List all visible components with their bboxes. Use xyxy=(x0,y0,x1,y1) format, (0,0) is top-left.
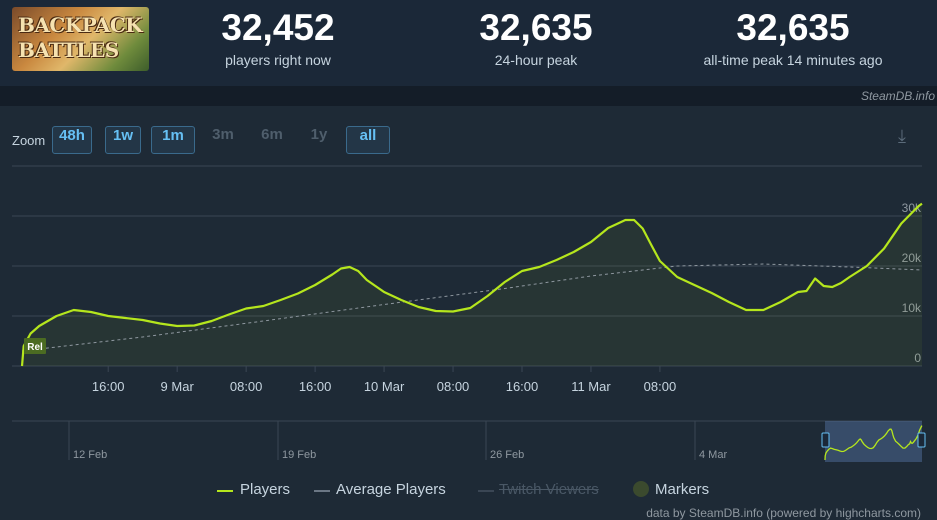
navigator-handle-left[interactable] xyxy=(821,432,830,448)
stat-label: 24-hour peak xyxy=(494,52,578,68)
zoom-button-48h[interactable]: 48h xyxy=(52,126,92,154)
x-tick-label: 11 Mar xyxy=(571,379,611,394)
stat-all-time-peak: 32,635 all-time peak 14 minutes ago xyxy=(673,7,913,69)
game-logo[interactable]: BACKPACK BATTLES xyxy=(12,7,149,71)
stat-label: players right now xyxy=(225,52,331,68)
legend-players[interactable]: Players xyxy=(240,481,291,498)
navigator: 12 Feb 19 Feb 26 Feb 4 Mar xyxy=(12,420,926,462)
release-marker xyxy=(24,338,46,354)
zoom-button-6m[interactable]: 6m xyxy=(261,126,283,143)
navigator-label: 26 Feb xyxy=(490,449,524,461)
stat-players-now: 32,452 players right now xyxy=(188,7,368,69)
steamdb-credit-top[interactable]: SteamDB.info xyxy=(860,89,935,103)
stat-value: 32,635 xyxy=(479,7,593,48)
grid-lines xyxy=(12,165,922,367)
average-players-line xyxy=(21,263,923,352)
legend-swatch-players xyxy=(217,490,233,492)
players-line xyxy=(20,202,923,367)
stat-value: 32,635 xyxy=(736,7,850,48)
x-tick-label: 16:00 xyxy=(299,379,332,394)
x-axis: 16:00 9 Mar 08:00 16:00 10 Mar 08:00 16:00 11 M… xyxy=(92,366,676,394)
legend-marker-dot xyxy=(633,481,649,497)
legend-markers[interactable]: Markers xyxy=(655,481,710,498)
y-tick-label: 20k xyxy=(902,251,922,265)
legend-swatch-average xyxy=(314,490,330,492)
download-icon[interactable]: ⤓ xyxy=(898,126,906,147)
navigator-players-line xyxy=(824,425,923,461)
navigator-track xyxy=(12,420,922,462)
zoom-button-1w[interactable]: 1w xyxy=(105,126,141,154)
logo-line-2: BATTLES xyxy=(18,38,119,62)
zoom-button-all[interactable]: all xyxy=(346,126,390,154)
zoom-button-1y[interactable]: 1y xyxy=(310,126,328,143)
x-tick-label: 9 Mar xyxy=(161,379,195,394)
stat-label: all-time peak 14 minutes ago xyxy=(703,52,883,68)
x-tick-label: 16:00 xyxy=(506,379,539,394)
navigator-selection xyxy=(825,421,922,462)
y-tick-label: 10k xyxy=(902,301,922,315)
players-area xyxy=(22,203,922,366)
stat-value: 32,452 xyxy=(221,7,335,48)
x-tick-label: 16:00 xyxy=(92,379,125,394)
legend-swatch-twitch xyxy=(478,490,494,492)
zoom-label: Zoom xyxy=(12,133,46,148)
header-bar: BACKPACK BATTLES 32,452 players right no… xyxy=(0,0,937,86)
release-marker-label: Rel xyxy=(27,342,43,353)
x-tick-label: 10 Mar xyxy=(364,379,405,394)
x-tick-label: 08:00 xyxy=(644,379,677,394)
navigator-handle-right[interactable] xyxy=(917,432,926,448)
y-axis: 0 10k 20k 30k xyxy=(902,201,922,365)
x-tick-label: 08:00 xyxy=(437,379,470,394)
zoom-button-1m[interactable]: 1m xyxy=(151,126,195,154)
x-tick-label: 08:00 xyxy=(230,379,263,394)
y-tick-label: 0 xyxy=(914,351,921,365)
y-tick-label: 30k xyxy=(902,201,922,215)
navigator-label: 4 Mar xyxy=(699,449,727,461)
divider-band xyxy=(0,86,937,106)
zoom-button-3m[interactable]: 3m xyxy=(212,126,234,143)
navigator-label: 19 Feb xyxy=(282,449,316,461)
legend-twitch[interactable]: Twitch Viewers xyxy=(499,481,599,498)
navigator-label: 12 Feb xyxy=(73,449,107,461)
credit-bottom[interactable]: data by SteamDB.info (powered by highcha… xyxy=(646,506,921,520)
series-layer: Rel xyxy=(20,202,923,367)
logo-line-1: BACKPACK xyxy=(18,13,143,37)
stat-24h-peak: 32,635 24-hour peak xyxy=(446,7,626,69)
legend-average[interactable]: Average Players xyxy=(336,481,446,498)
